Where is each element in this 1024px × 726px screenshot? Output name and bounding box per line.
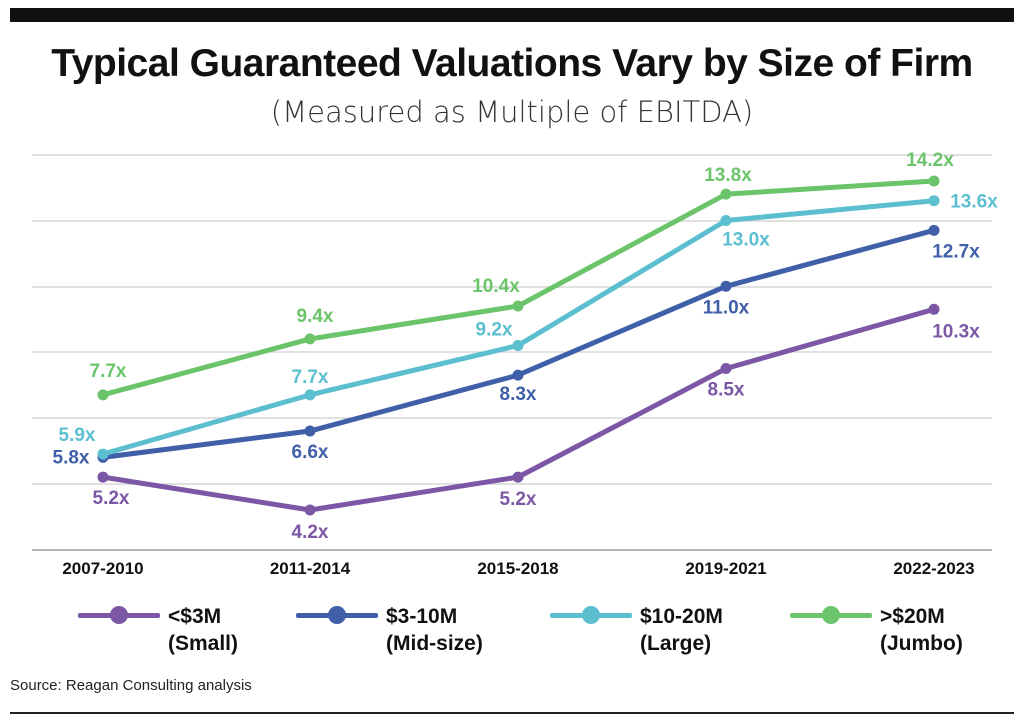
data-label-large: 13.6x (950, 192, 998, 213)
legend-item-large: $10-20M (Large) (550, 603, 723, 657)
legend: <$3M (Small) $3-10M (Mid-size) $10-20M (… (0, 603, 1024, 663)
data-label-small: 5.2x (500, 489, 537, 510)
data-point-midsize (720, 280, 732, 292)
legend-sublabel-jumbo: (Jumbo) (880, 632, 963, 655)
source-note: Source: Reagan Consulting analysis (10, 677, 252, 694)
legend-label-small: <$3M (168, 605, 222, 628)
data-label-large: 5.9x (59, 425, 96, 446)
data-label-jumbo: 14.2x (906, 150, 954, 171)
data-label-small: 4.2x (292, 522, 329, 543)
data-point-small (512, 471, 524, 483)
series-line-large (100, 198, 937, 457)
data-point-jumbo (512, 300, 524, 312)
data-label-jumbo: 7.7x (90, 361, 127, 382)
data-point-large (928, 195, 940, 207)
data-point-small (720, 363, 732, 375)
legend-sublabel-large: (Large) (640, 632, 712, 655)
data-label-small: 5.2x (93, 488, 130, 509)
legend-item-small: <$3M (Small) (78, 603, 238, 657)
legend-swatch-small (78, 603, 160, 627)
legend-label-large: $10-20M (640, 605, 723, 628)
data-label-small: 8.5x (708, 380, 745, 401)
data-point-small (928, 303, 940, 315)
legend-sublabel-small: (Small) (168, 632, 239, 655)
data-label-large: 9.2x (476, 320, 513, 341)
data-label-midsize: 6.6x (292, 442, 329, 463)
data-point-midsize (304, 425, 316, 437)
data-label-jumbo: 13.8x (704, 165, 752, 186)
x-tick-label: 2022-2023 (893, 559, 974, 578)
data-point-jumbo (304, 333, 316, 345)
legend-label-midsize: $3-10M (386, 605, 458, 628)
x-tick-label: 2019-2021 (685, 559, 766, 578)
x-tick-label: 2015-2018 (477, 559, 558, 578)
data-label-jumbo: 9.4x (297, 306, 334, 327)
legend-swatch-midsize (296, 603, 378, 627)
data-point-large (720, 214, 732, 226)
line-chart: 2007-2010 2011-2014 2015-2018 2019-2021 2022… (32, 150, 998, 578)
data-label-large: 13.0x (722, 229, 770, 250)
legend-item-midsize: $3-10M (Mid-size) (296, 603, 483, 657)
data-label-small: 10.3x (932, 321, 980, 342)
legend-label-jumbo: >$20M (880, 605, 945, 628)
legend-item-jumbo: >$20M (Jumbo) (790, 603, 963, 657)
data-point-jumbo (928, 175, 940, 187)
chart-title: Typical Guaranteed Valuations Vary by Si… (51, 42, 973, 85)
data-label-midsize: 8.3x (500, 384, 537, 405)
data-point-jumbo (97, 389, 109, 401)
bottom-rule (10, 712, 1014, 714)
chart-subtitle: (Measured as Multiple of EBITDA) (270, 95, 754, 129)
data-point-small (304, 504, 316, 516)
data-label-midsize: 11.0x (703, 297, 750, 318)
legend-swatch-large (550, 603, 632, 627)
data-point-midsize (928, 224, 940, 236)
data-label-midsize: 5.8x (53, 447, 90, 468)
legend-sublabel-midsize: (Mid-size) (386, 632, 483, 655)
data-label-jumbo: 10.4x (472, 276, 520, 297)
data-label-midsize: 12.7x (932, 241, 980, 262)
legend-swatch-jumbo (790, 603, 872, 627)
data-point-large (97, 448, 109, 460)
data-point-large (512, 340, 524, 351)
data-label-large: 7.7x (292, 367, 329, 388)
data-point-jumbo (720, 188, 732, 200)
data-point-large (304, 389, 316, 401)
data-point-small (97, 471, 109, 483)
x-tick-label: 2007-2010 (62, 559, 143, 578)
top-rule (10, 8, 1014, 22)
x-tick-label: 2011-2014 (270, 559, 351, 578)
data-point-midsize (512, 369, 524, 381)
